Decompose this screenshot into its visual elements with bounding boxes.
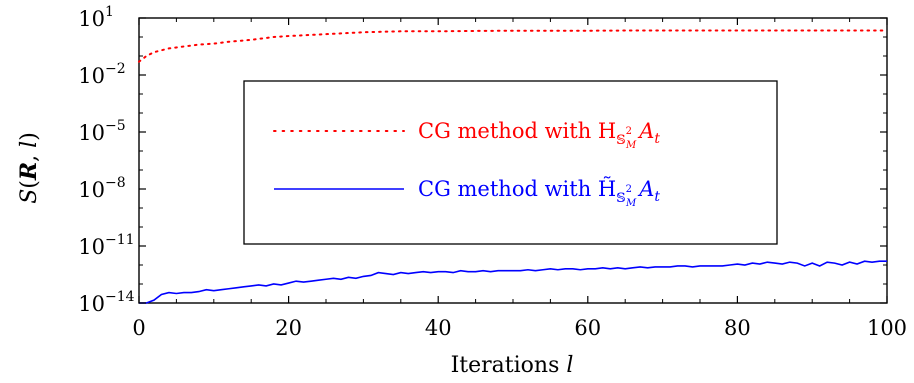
x-tick-label: 100 — [867, 316, 907, 340]
series-line-1 — [139, 260, 887, 304]
legend: CG method with H𝕊2 MAt CG method with H̃𝕊2… — [243, 80, 778, 245]
series-layer — [138, 29, 888, 304]
legend-box — [243, 80, 778, 245]
y-tick-label: 10 — [78, 7, 105, 31]
y-tick-exponent: −8 — [105, 175, 126, 191]
y-tick-label: 10 — [78, 64, 105, 88]
y-tick-exponent: −2 — [105, 61, 126, 77]
y-tick-label: 10 — [78, 121, 105, 145]
y-tick-exponent: −14 — [105, 289, 135, 305]
y-tick-label: 10 — [78, 235, 105, 259]
y-tick-label: 10 — [78, 292, 105, 316]
y-tick-exponent: 1 — [105, 4, 114, 20]
x-tick-label: 40 — [425, 316, 452, 340]
x-tick-label: 60 — [574, 316, 601, 340]
y-tick-label: 10 — [78, 178, 105, 202]
legend-label-1: CG method with H̃𝕊2 MAt — [418, 177, 660, 209]
x-axis-title: Iterations l — [451, 353, 574, 378]
x-tick-label: 80 — [724, 316, 751, 340]
y-tick-exponent: −5 — [105, 118, 126, 134]
x-tick-label: 20 — [275, 316, 302, 340]
series-line-0 — [138, 29, 888, 63]
x-tick-label: 0 — [132, 316, 145, 340]
y-tick-exponent: −11 — [105, 232, 135, 248]
y-axis-title: S(R, l) — [16, 132, 42, 204]
legend-label-0: CG method with H𝕊2 MAt — [418, 119, 660, 151]
